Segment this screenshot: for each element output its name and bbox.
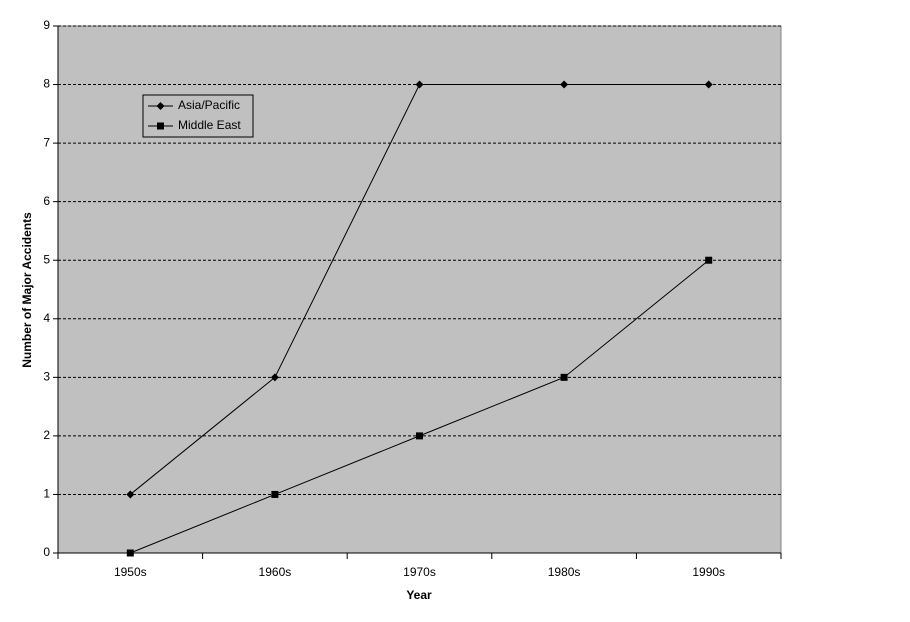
marker [560, 80, 569, 89]
legend-box [142, 94, 254, 138]
y-tick-label: 5 [43, 252, 50, 266]
y-tick-label: 6 [43, 194, 50, 208]
y-tick-label: 8 [43, 77, 50, 91]
marker [126, 549, 134, 557]
x-tick-label: 1990s [692, 565, 725, 579]
marker [704, 80, 713, 89]
x-tick-label: 1970s [403, 565, 436, 579]
y-tick-label: 7 [43, 135, 50, 149]
y-tick-label: 1 [43, 487, 50, 501]
x-tick-label: 1960s [259, 565, 292, 579]
marker [415, 80, 424, 89]
marker [416, 432, 423, 440]
legend-label: Middle East [178, 118, 241, 132]
y-tick-label: 9 [43, 18, 50, 32]
marker [705, 256, 713, 264]
x-tick-label: 1950s [114, 565, 147, 579]
marker [271, 490, 279, 498]
legend-label: Asia/Pacific [178, 98, 240, 112]
marker [270, 373, 279, 382]
marker [560, 373, 568, 381]
x-axis-label: Year [406, 588, 432, 602]
marker [126, 490, 135, 499]
y-tick-label: 4 [43, 311, 50, 325]
y-axis-label: Number of Major Accidents [20, 212, 34, 368]
y-tick-label: 3 [43, 370, 50, 384]
x-tick-label: 1980s [548, 565, 581, 579]
legend-marker [156, 102, 165, 110]
y-tick-label: 0 [43, 545, 50, 559]
legend-marker [157, 122, 164, 130]
y-tick-label: 2 [43, 428, 50, 442]
